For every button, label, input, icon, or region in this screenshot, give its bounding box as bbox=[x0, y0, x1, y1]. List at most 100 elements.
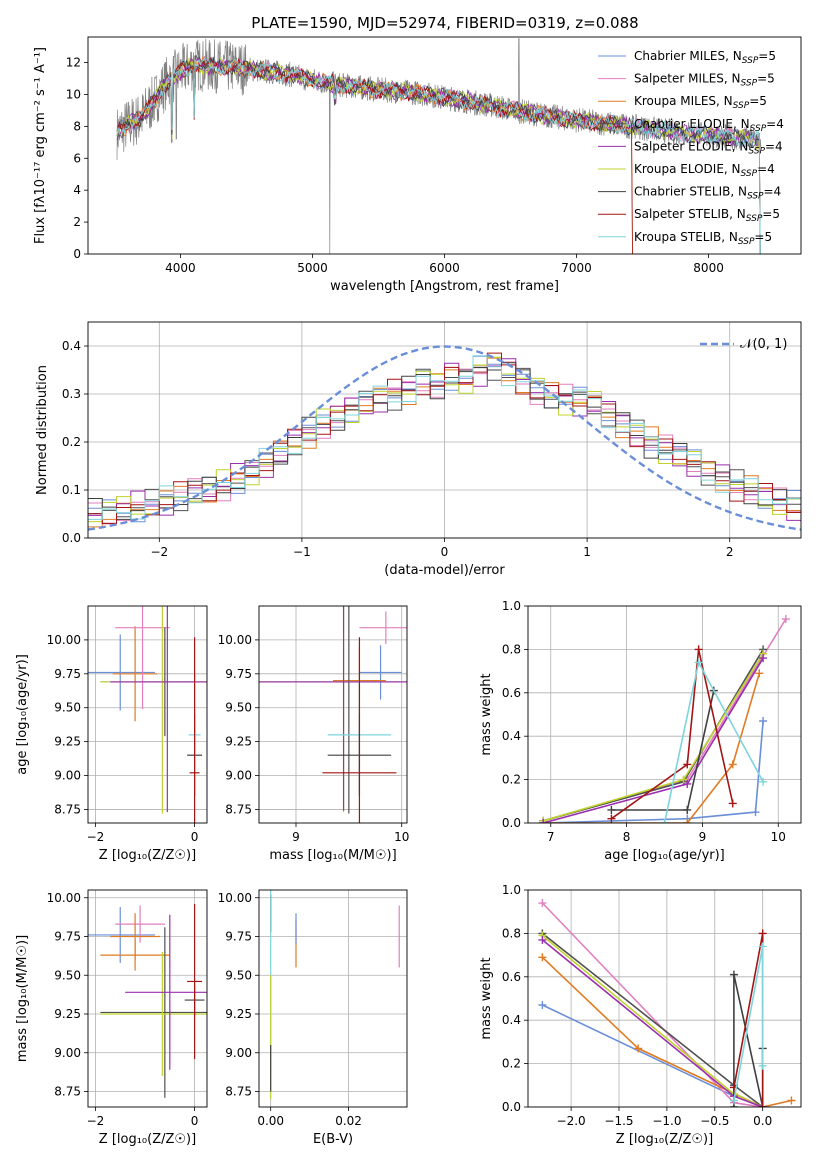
histogram-step bbox=[88, 361, 801, 525]
plus-marker bbox=[759, 654, 768, 663]
plus-marker bbox=[728, 799, 737, 808]
model-fit-line bbox=[116, 58, 762, 254]
errorbar-point bbox=[110, 606, 207, 813]
y-tick-label: 0.6 bbox=[502, 686, 521, 700]
legend-suffix: =5 bbox=[762, 207, 780, 221]
legend-suffix: =5 bbox=[754, 230, 772, 244]
errorbar-point bbox=[88, 907, 155, 963]
y-tick-label: 0.8 bbox=[502, 642, 521, 656]
y-tick-label: 9.25 bbox=[225, 735, 252, 749]
legend-entry: Chabrier ELODIE, NSSP=4 bbox=[634, 117, 784, 134]
x-tick-label: 9 bbox=[292, 830, 300, 844]
plus-marker bbox=[758, 1061, 767, 1070]
plus-marker bbox=[660, 819, 669, 823]
y-tick-label: 9.00 bbox=[225, 1046, 252, 1060]
legend-text: Kroupa STELIB, N bbox=[634, 230, 738, 244]
legend-suffix: =4 bbox=[766, 117, 784, 131]
plus-marker bbox=[694, 645, 703, 654]
plus-marker bbox=[758, 1103, 767, 1107]
y-tick-label: 9.00 bbox=[54, 1046, 81, 1060]
model-fit-line bbox=[116, 57, 762, 254]
plus-marker bbox=[538, 953, 547, 962]
y-tick-label: 8.75 bbox=[225, 1085, 252, 1099]
plot-area-age-vs-mass bbox=[259, 606, 407, 823]
axes-frame bbox=[87, 36, 802, 255]
y-axis-label: age [log₁₀(age/yr)] bbox=[15, 654, 30, 775]
legend-suffix: =5 bbox=[758, 49, 776, 63]
histogram-step bbox=[88, 357, 801, 528]
y-axis-label: mass weight bbox=[479, 957, 494, 1039]
histogram-step bbox=[88, 366, 801, 524]
y-tick-label: 8 bbox=[73, 119, 81, 133]
chart-weight-vs-Z: −2.0 −1.5 −1.0 −0.5 0.0 0.0 0.2 0.4 0.6 0.8 1.0 Z [… bbox=[479, 883, 802, 1147]
y-tick-label: 1.0 bbox=[502, 599, 521, 613]
x-axis-label: mass [log₁₀(M/M☉)] bbox=[269, 848, 396, 863]
y-tick-label: 10.00 bbox=[47, 891, 81, 905]
y-tick-label: 10.00 bbox=[47, 633, 81, 647]
plus-marker bbox=[607, 814, 616, 823]
legend-text: Kroupa ELODIE, N bbox=[634, 162, 741, 176]
x-tick-label: 10 bbox=[394, 830, 409, 844]
weight-series-line bbox=[541, 956, 792, 1107]
y-axis-label: Normed distribution bbox=[35, 365, 50, 495]
y-tick-label: 9.25 bbox=[225, 1007, 252, 1021]
y-tick-label: 0.0 bbox=[502, 816, 521, 830]
legend-entry: Salpeter STELIB, NSSP=5 bbox=[634, 207, 780, 224]
histogram-step bbox=[88, 362, 801, 520]
y-tick-label: 1.0 bbox=[502, 883, 521, 897]
errorbar-point bbox=[100, 952, 207, 1076]
y-tick-label: 9.00 bbox=[225, 769, 252, 783]
x-axis-label: Z [log₁₀(Z/Z☉)] bbox=[99, 1132, 196, 1147]
plus-marker bbox=[759, 777, 768, 786]
y-tick-label: 9.25 bbox=[54, 735, 81, 749]
chart-residuals: −2 −1 0 1 2 0.0 0.1 0.2 0.3 0.4 (data-model)/error… bbox=[35, 321, 802, 578]
legend-text: Chabrier MILES, N bbox=[634, 49, 742, 63]
errorbar-point bbox=[115, 606, 170, 710]
model-fit-line bbox=[116, 55, 762, 254]
plus-marker bbox=[729, 1096, 738, 1105]
legend-suffix: =5 bbox=[749, 94, 767, 108]
legend-suffix: =5 bbox=[757, 72, 775, 86]
errorbar-point bbox=[100, 927, 207, 1098]
model-fit-line bbox=[116, 56, 633, 254]
model-fit-line bbox=[116, 56, 762, 254]
legend-subscript: SSP bbox=[746, 214, 763, 224]
plot-area-residuals bbox=[88, 322, 801, 538]
y-tick-label: 9.75 bbox=[54, 930, 81, 944]
weight-series-line bbox=[543, 673, 761, 823]
legend-entry: 𝒩(0, 1) bbox=[740, 337, 787, 352]
errorbar-point bbox=[100, 939, 170, 971]
legend-suffix: =4 bbox=[757, 162, 775, 176]
chart-age-vs-mass: 9 10 8.75 9.00 9.25 9.50 9.75 10.00 mass [log₁₀(… bbox=[218, 605, 409, 863]
plus-marker bbox=[787, 1096, 796, 1105]
legend-entry: Salpeter ELODIE, NSSP=4 bbox=[634, 139, 783, 156]
x-tick-label: −1.0 bbox=[652, 1114, 681, 1128]
plus-marker bbox=[683, 819, 692, 823]
y-tick-label: 9.75 bbox=[225, 667, 252, 681]
chart-mass-vs-ebv: 0.00 0.02 8.75 9.00 9.25 9.50 9.75 10.00 E(B-V) bbox=[218, 889, 408, 1147]
errorbar-point bbox=[259, 606, 407, 811]
legend-entry: Kroupa MILES, NSSP=5 bbox=[634, 94, 767, 111]
y-tick-label: 0.3 bbox=[62, 387, 81, 401]
y-tick-label: 0.4 bbox=[502, 1013, 521, 1027]
y-tick-label: 0.8 bbox=[502, 926, 521, 940]
y-axis-label: mass weight bbox=[479, 673, 494, 755]
y-tick-label: 10.00 bbox=[218, 891, 252, 905]
legend-suffix: =4 bbox=[765, 139, 783, 153]
x-tick-label: 5000 bbox=[297, 261, 328, 275]
chart-mass-vs-Z: −2 0 8.75 9.00 9.25 9.50 9.75 10.00 Z [log₁₀(Z/Z… bbox=[15, 889, 208, 1147]
weight-series-line bbox=[543, 720, 764, 823]
chart-spectrum: 4000 5000 6000 7000 8000 0 2 4 6 8 10 12 wavelength … bbox=[33, 36, 802, 294]
model-fit-line bbox=[116, 57, 762, 254]
weight-series-line bbox=[542, 653, 764, 822]
x-tick-label: 0.02 bbox=[335, 1114, 362, 1128]
plus-marker bbox=[679, 775, 688, 784]
errorbar-point bbox=[359, 611, 407, 644]
plot-area-spectrum bbox=[116, 38, 762, 254]
x-axis-label: (data-model)/error bbox=[384, 563, 505, 578]
axes-frame bbox=[527, 889, 802, 1108]
x-tick-label: 1 bbox=[583, 545, 591, 559]
histogram-step bbox=[88, 355, 801, 520]
x-tick-label: 7 bbox=[547, 830, 555, 844]
weight-series-line bbox=[733, 946, 764, 1101]
